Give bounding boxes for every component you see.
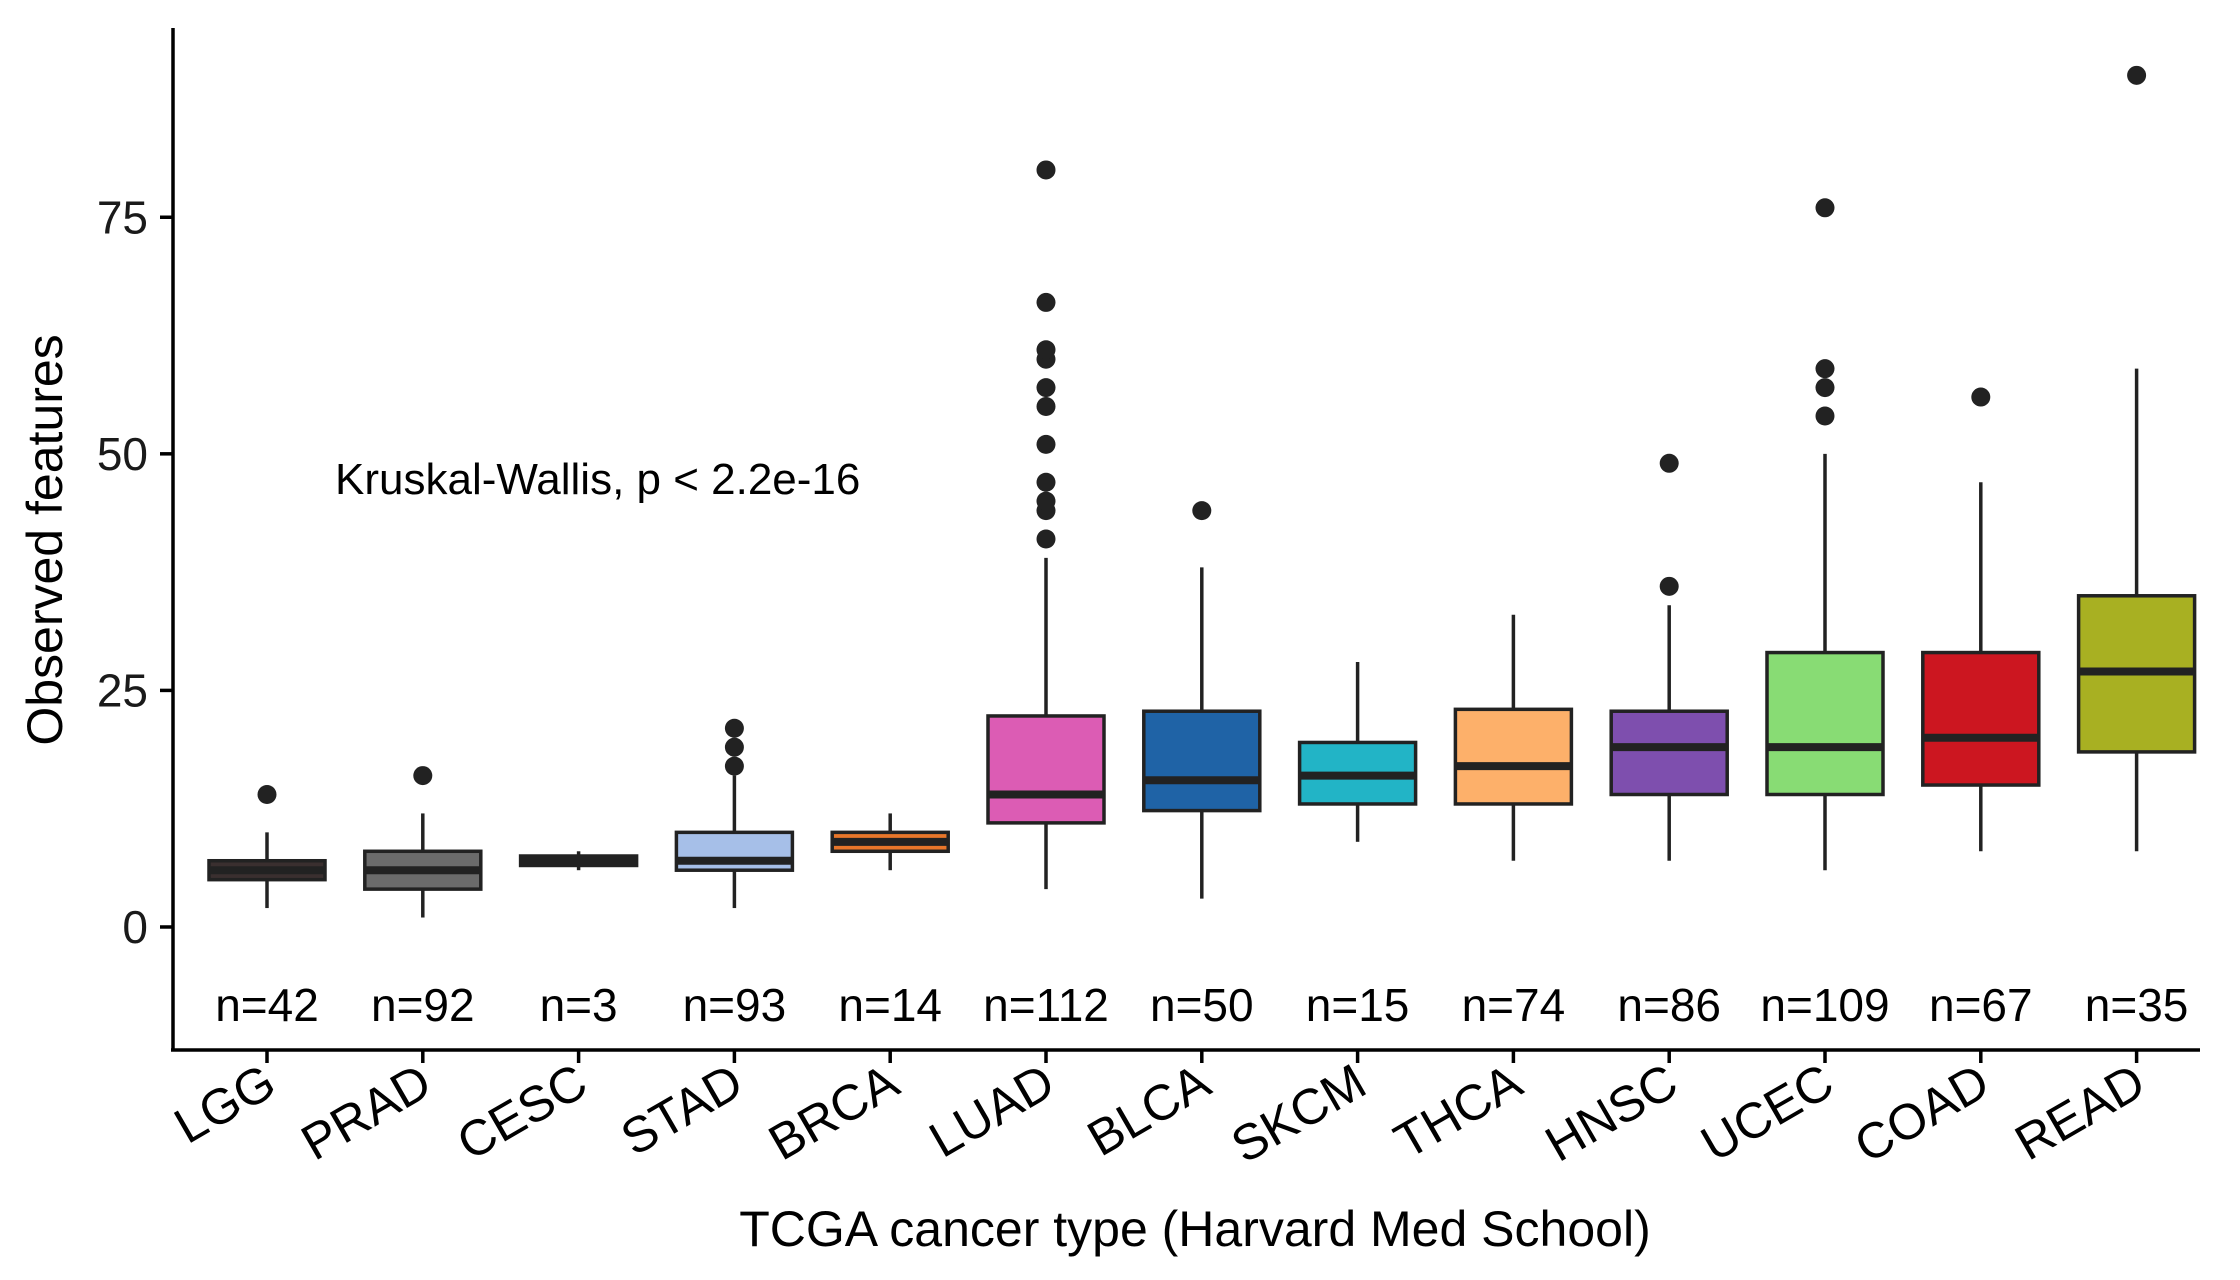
box-thca (1453, 707, 1574, 806)
n-label-stad: n=93 (683, 979, 787, 1031)
outlier-point-hnsc (1659, 576, 1679, 596)
outlier-point-luad (1036, 529, 1056, 549)
kruskal-wallis-annotation: Kruskal-Wallis, p < 2.2e-16 (335, 455, 860, 504)
outlier-point-read (2127, 65, 2147, 85)
y-axis-title: Observed features (17, 334, 73, 745)
x-tick-label-brca: BRCA (759, 1053, 908, 1171)
n-label-hnsc: n=86 (1617, 979, 1721, 1031)
x-axis-title: TCGA cancer type (Harvard Med School) (739, 1201, 1650, 1257)
outlier-point-stad (724, 737, 744, 757)
y-tick-label: 75 (97, 191, 148, 243)
outlier-point-luad (1036, 472, 1056, 492)
x-tick-label-stad: STAD (612, 1053, 752, 1166)
outlier-point-ucec (1815, 198, 1835, 218)
outlier-point-luad (1036, 160, 1056, 180)
outlier-point-luad (1036, 292, 1056, 312)
x-tick-label-read: READ (2006, 1053, 2154, 1171)
outlier-point-ucec (1815, 359, 1835, 379)
box-ucec (1765, 650, 1885, 797)
x-tick-label-prad: PRAD (292, 1053, 440, 1171)
x-tick-label-lgg: LGG (165, 1053, 284, 1154)
outlier-point-stad (724, 718, 744, 738)
n-label-ucec: n=109 (1760, 979, 1889, 1031)
outlier-point-hnsc (1659, 453, 1679, 473)
n-label-coad: n=67 (1929, 979, 2033, 1031)
x-tick-label-hnsc: HNSC (1536, 1053, 1687, 1172)
outlier-point-lgg (257, 785, 277, 804)
n-label-luad: n=112 (983, 979, 1109, 1031)
n-label-skcm: n=15 (1306, 979, 1410, 1031)
n-label-blca: n=50 (1150, 979, 1254, 1031)
box-hnsc (1609, 709, 1729, 797)
box-luad (986, 714, 1106, 825)
plot-area: n=42 n=92 n=3 n=93 n=14 n=112 n=50 n=15 n=74 n=86… (207, 65, 2197, 1031)
n-label-cesc: n=3 (540, 979, 618, 1031)
n-label-brca: n=14 (838, 979, 942, 1031)
y-tick-label: 50 (97, 428, 148, 480)
y-tick-label: 0 (122, 901, 148, 953)
outlier-point-ucec (1815, 378, 1835, 398)
outlier-point-luad (1036, 434, 1056, 454)
x-tick-label-thca: THCA (1385, 1053, 1531, 1170)
n-label-read: n=35 (2085, 979, 2189, 1031)
outlier-point-luad (1036, 378, 1056, 398)
n-label-lgg: n=42 (215, 979, 319, 1031)
x-tick-label-ucec: UCEC (1692, 1053, 1843, 1172)
outlier-point-stad (724, 756, 744, 776)
outlier-point-luad (1036, 397, 1056, 417)
y-tick-label: 25 (97, 664, 148, 716)
box-coad (1921, 650, 2041, 787)
outlier-point-luad (1036, 491, 1056, 511)
x-tick-label-luad: LUAD (920, 1053, 1064, 1168)
n-label-thca: n=74 (1462, 979, 1566, 1031)
x-tick-label-blca: BLCA (1078, 1053, 1220, 1167)
box-blca (1142, 709, 1262, 813)
outlier-point-coad (1971, 387, 1991, 407)
x-tick-label-coad: COAD (1845, 1053, 1998, 1174)
outlier-point-blca (1192, 501, 1212, 521)
outlier-point-luad (1036, 340, 1056, 360)
x-tick-label-cesc: CESC (448, 1053, 596, 1171)
x-tick-label-skcm: SKCM (1222, 1053, 1375, 1174)
outlier-point-prad (413, 766, 433, 786)
outlier-point-ucec (1815, 406, 1835, 426)
n-label-prad: n=92 (371, 979, 475, 1031)
